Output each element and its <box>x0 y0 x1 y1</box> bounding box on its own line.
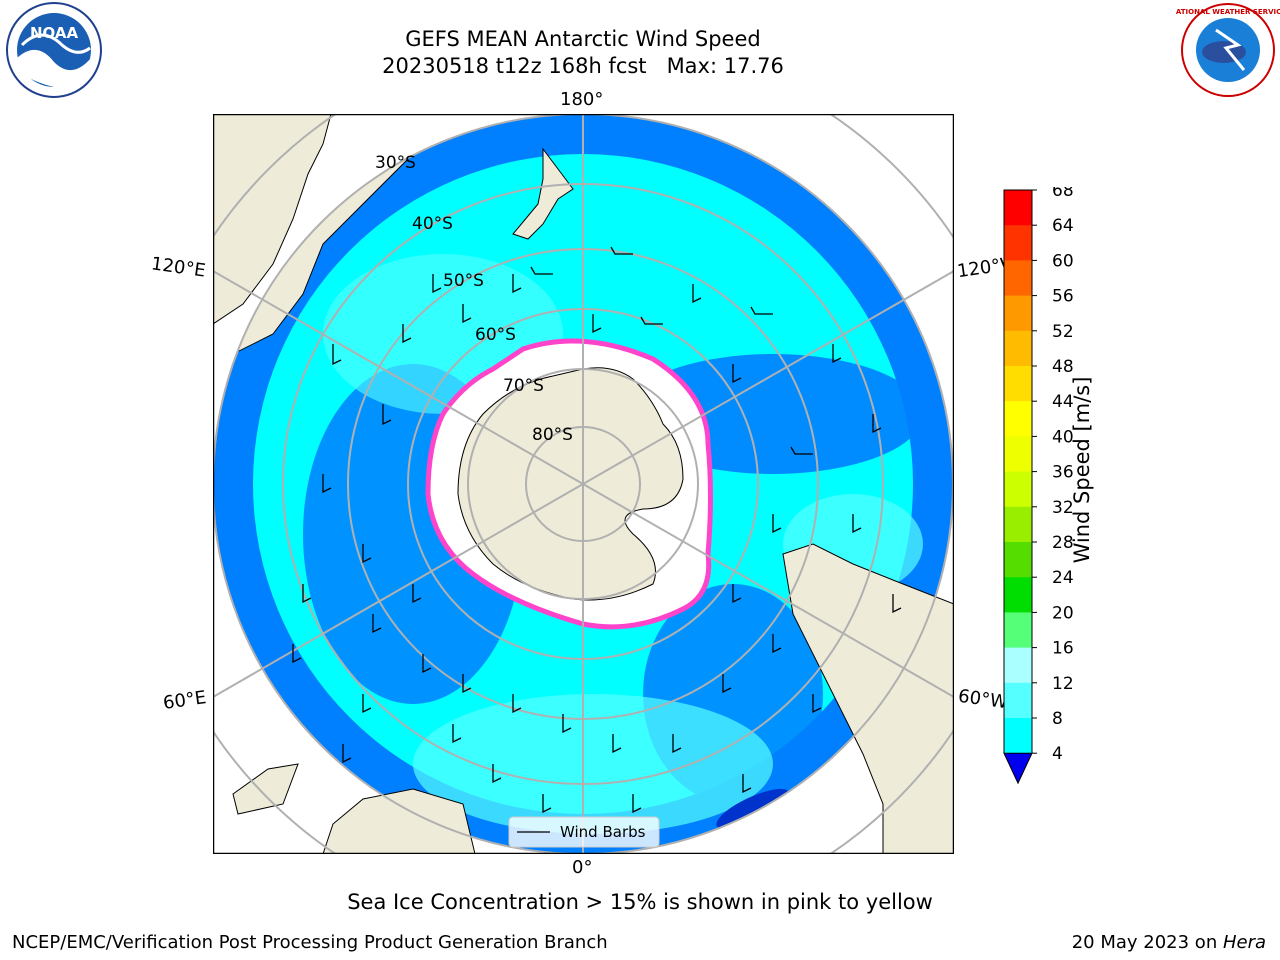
colorbar-tick-label: 24 <box>1052 568 1074 588</box>
colorbar-tick-label: 32 <box>1052 498 1074 518</box>
lon-label-120e: 120°E <box>149 253 207 282</box>
colorbar-label: Wind Speed [m/s] <box>1070 376 1094 564</box>
figure-title-line-1: GEFS MEAN Antarctic Wind Speed <box>405 27 761 51</box>
figure-title-line-2: 20230518 t12z 168h fcst Max: 17.76 <box>382 54 784 78</box>
colorbar-segment <box>1004 225 1032 261</box>
colorbar-tick-label: 36 <box>1052 463 1074 483</box>
lon-label-180: 180° <box>560 89 604 110</box>
sea-ice-caption: Sea Ice Concentration > 15% is shown in … <box>347 890 933 914</box>
colorbar-segment <box>1004 682 1032 719</box>
colorbar-segment <box>1004 542 1032 578</box>
colorbar-segment <box>1004 718 1032 754</box>
colorbar-extend-arrow <box>1003 752 1033 785</box>
lat-label-30s: 30°S <box>375 153 416 173</box>
australia-landmass <box>213 114 332 325</box>
colorbar-tick-label: 12 <box>1052 674 1074 694</box>
lon-label-60e: 60°E <box>161 687 208 714</box>
colorbar-tick-label: 64 <box>1052 216 1074 236</box>
lat-label-70s: 70°S <box>503 376 544 396</box>
footer-date: 20 May 2023 on Hera <box>1072 932 1266 953</box>
noaa-logo-text: NOAA <box>30 24 79 42</box>
nws-logo-text: NATIONAL WEATHER SERVICE <box>1176 8 1280 16</box>
colorbar-tick-label: 16 <box>1052 639 1074 659</box>
lat-label-40s: 40°S <box>412 214 453 234</box>
footer-branch: NCEP/EMC/Verification Post Processing Pr… <box>12 932 608 953</box>
lat-label-80s: 80°S <box>532 425 573 445</box>
colorbar-segment <box>1004 295 1032 332</box>
colorbar-segment <box>1004 577 1032 613</box>
longitude-gridlines <box>213 114 954 854</box>
colorbar-segment <box>1004 260 1032 297</box>
lon-label-0: 0° <box>572 857 593 878</box>
nws-logo: NATIONAL WEATHER SERVICE <box>1176 3 1280 97</box>
legend-label: Wind Barbs <box>560 823 646 841</box>
antarctica-landmass <box>457 367 684 601</box>
footer-machine: Hera <box>1222 932 1266 953</box>
noaa-logo: NOAA <box>6 2 102 98</box>
lat-label-50s: 50°S <box>443 271 484 291</box>
wind-barbs-legend: Wind Barbs <box>508 816 660 848</box>
colorbar-segment <box>1004 401 1032 437</box>
colorbar-tick-label: 40 <box>1052 427 1074 447</box>
colorbar-tick-label: 68 <box>1052 187 1074 201</box>
colorbar-segment <box>1004 190 1032 226</box>
footer-date-text: 20 May 2023 on <box>1071 932 1223 953</box>
colorbar-tick-label: 56 <box>1052 287 1074 307</box>
colorbar-segment <box>1004 366 1032 402</box>
colorbar-segment <box>1004 330 1032 367</box>
colorbar-tick-label: 20 <box>1052 603 1074 623</box>
colorbar-segment <box>1004 647 1032 684</box>
colorbar-segment <box>1004 506 1032 543</box>
madagascar-landmass <box>232 763 299 815</box>
colorbar-tick-label: 8 <box>1052 709 1063 729</box>
colorbar-segment <box>1004 612 1032 649</box>
colorbar-segment <box>1004 436 1032 473</box>
new-zealand-landmass <box>512 147 574 240</box>
colorbar-tick-label: 52 <box>1052 322 1074 342</box>
colorbar-tick-label: 48 <box>1052 357 1074 377</box>
wind-barbs <box>292 246 902 814</box>
colorbar-tick-label: 28 <box>1052 533 1074 553</box>
colorbar-tick-label: 60 <box>1052 251 1074 271</box>
colorbar-segment <box>1004 471 1032 508</box>
lat-label-60s: 60°S <box>475 325 516 345</box>
colorbar-tick-label: 4 <box>1052 744 1063 764</box>
wind-speed-colorbar: 68 64 60 56 52 48 44 40 36 32 28 24 20 16 12 8 4 <box>1003 187 1074 785</box>
map-panel: Wind Barbs 30°S 40°S 50°S 60°S 70°S 80°S <box>213 114 954 854</box>
colorbar-tick-label: 44 <box>1052 392 1074 412</box>
